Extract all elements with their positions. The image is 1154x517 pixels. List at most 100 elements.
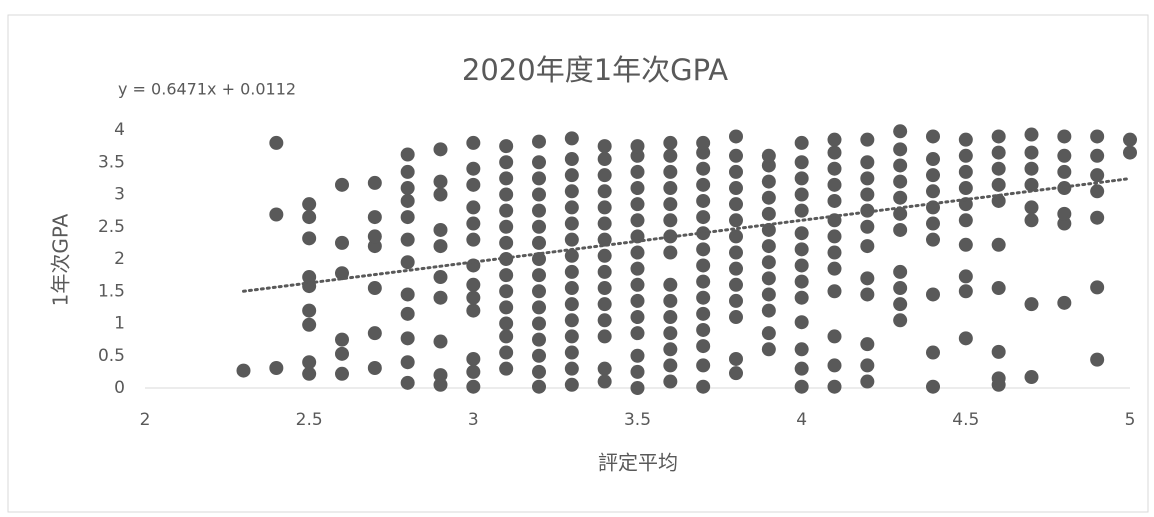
scatter-point [794,361,809,376]
scatter-point [367,326,382,341]
scatter-point [532,187,546,202]
scatter-point [1057,216,1072,231]
scatter-point [564,248,579,263]
scatter-point [499,139,514,154]
scatter-point [466,135,481,150]
scatter-point [663,229,678,244]
scatter-point [958,132,973,147]
scatter-point [532,300,546,315]
scatter-point [893,281,908,296]
trendline-label: y = 0.6471x + 0.0112 [118,80,296,99]
scatter-point [893,124,908,139]
scatter-point [302,197,317,212]
scatter-point [696,274,711,289]
scatter-point [893,142,908,157]
scatter-point [860,155,875,170]
scatter-point [1123,132,1137,147]
scatter-point [597,264,612,279]
scatter-point [1123,145,1137,160]
scatter-point [729,293,743,308]
scatter-point [302,210,317,225]
scatter-point [663,135,678,150]
scatter-point [794,135,809,150]
scatter-point [696,258,711,273]
scatter-point [302,317,317,332]
x-tick-label: 2 [140,410,151,430]
scatter-point [1090,184,1105,199]
scatter-point [893,222,908,237]
scatter-point [1024,161,1039,176]
scatter-point [860,287,875,302]
scatter-point [958,181,973,196]
scatter-point [466,379,481,394]
scatter-point [794,258,809,273]
scatter-point [466,200,481,215]
scatter-point [991,281,1006,296]
scatter-point [663,326,678,341]
x-axis-title: 評定平均 [598,451,678,475]
scatter-point [761,239,776,254]
x-tick-label: 4.5 [952,410,979,430]
scatter-point [663,293,678,308]
scatter-point [761,148,776,163]
scatter-point [532,348,546,363]
scatter-point [499,203,514,218]
scatter-point [302,231,317,246]
scatter-point [663,213,678,228]
scatter-point [1057,148,1072,163]
scatter-point [400,355,415,370]
scatter-point [630,164,645,179]
scatter-point [564,297,579,312]
scatter-point [729,197,743,212]
scatter-point [564,361,579,376]
scatter-point [761,342,776,357]
scatter-point [597,184,612,199]
scatter-point [466,232,481,247]
x-tick-label: 2.5 [296,410,323,430]
scatter-point [499,284,514,299]
scatter-point [630,261,645,276]
scatter-point [893,264,908,279]
scatter-point [597,216,612,231]
scatter-point [827,245,842,260]
scatter-point [729,229,743,244]
scatter-point [597,200,612,215]
scatter-point [630,310,645,325]
scatter-point [958,269,973,284]
scatter-point [991,193,1006,208]
x-tick-label: 4 [796,410,807,430]
scatter-point [794,171,809,186]
scatter-point [794,242,809,257]
scatter-point [794,187,809,202]
scatter-point [860,171,875,186]
scatter-point [827,261,842,276]
scatter-point [1090,168,1105,183]
scatter-point [761,190,776,205]
scatter-point [532,203,546,218]
scatter-point [926,216,940,231]
scatter-point [1024,177,1039,192]
scatter-point [499,329,514,344]
scatter-point [564,329,579,344]
scatter-point [696,145,711,160]
scatter-point [794,342,809,357]
scatter-point [433,222,448,237]
scatter-point [1024,127,1039,142]
scatter-point [926,168,940,183]
chart-title: 2020年度1年次GPA [462,53,728,87]
scatter-point [532,219,546,234]
scatter-point [696,193,711,208]
scatter-point [696,339,711,354]
scatter-point [860,132,875,147]
scatter-point [663,164,678,179]
scatter-point [958,164,973,179]
trendline [242,177,1132,293]
scatter-point [335,177,349,192]
scatter-point [564,345,579,360]
scatter-point [893,206,908,221]
scatter-point [794,379,809,394]
scatter-point [499,155,514,170]
scatter-point [630,293,645,308]
scatter-point [564,377,579,392]
scatter-point [1024,297,1039,312]
